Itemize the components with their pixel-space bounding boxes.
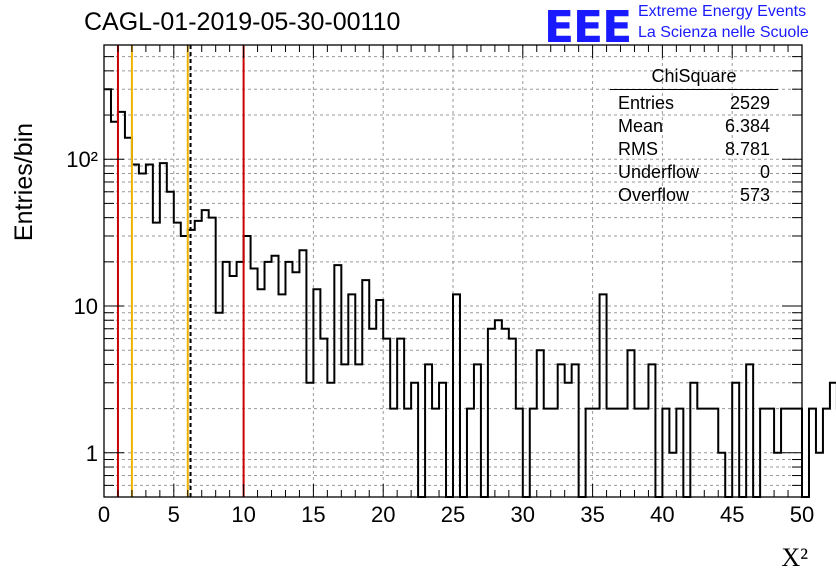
histogram-bin xyxy=(383,339,390,497)
histogram-bin xyxy=(146,165,153,497)
histogram-bin xyxy=(174,223,181,497)
histogram-outline xyxy=(104,88,836,498)
histogram-bin xyxy=(732,383,739,497)
stats-label: Overflow xyxy=(618,185,690,205)
histogram-bin xyxy=(411,383,418,497)
x-axis-label: X² xyxy=(781,543,808,572)
stats-value: 0 xyxy=(759,162,770,182)
axis-tick-labels: 0 5 10 15 20 25 30 35 40 45 50 1 10 10² xyxy=(66,147,814,527)
stats-row: Overflow 573 xyxy=(610,184,778,207)
histogram-bin xyxy=(139,173,146,497)
histogram-bin xyxy=(320,339,327,497)
histogram-bin xyxy=(181,236,188,497)
histogram-bin xyxy=(244,236,251,497)
stats-value: 573 xyxy=(739,185,770,205)
histogram-bin xyxy=(648,364,655,497)
histogram-bin xyxy=(132,165,139,497)
y-axis-label: Entries/bin xyxy=(10,123,38,241)
histogram-bin xyxy=(334,265,341,497)
histogram-bin xyxy=(690,383,697,497)
histogram-bin xyxy=(572,364,579,497)
histogram-bin xyxy=(746,364,753,497)
histogram-bin xyxy=(628,350,635,497)
histogram-bin xyxy=(397,339,404,497)
histogram-bin xyxy=(272,256,279,497)
x-tick-label: 50 xyxy=(790,502,814,527)
histogram-bin xyxy=(474,364,481,497)
histogram-bin xyxy=(306,383,313,497)
histogram-bars xyxy=(104,88,836,498)
stats-row: Entries 2529 xyxy=(610,92,778,115)
marker-lines xyxy=(116,45,245,497)
histogram-bin xyxy=(223,262,230,497)
stats-label: Mean xyxy=(618,116,664,136)
chart-title: CAGL-01-2019-05-30-00110 xyxy=(84,8,401,36)
histogram-bin xyxy=(341,364,348,497)
x-tick-label: 0 xyxy=(98,502,110,527)
y-tick-label: 10² xyxy=(66,147,98,172)
histogram-bin xyxy=(355,364,362,497)
histogram-bin xyxy=(565,383,572,497)
logo-caption-line2: La Scienza nelle Scuole xyxy=(638,24,809,41)
histogram-bin xyxy=(509,339,516,497)
x-tick-label: 25 xyxy=(441,502,465,527)
y-tick-label: 10 xyxy=(74,294,98,319)
histogram-bin xyxy=(104,89,111,497)
histogram-bin xyxy=(327,383,334,497)
x-tick-label: 40 xyxy=(650,502,674,527)
histogram-bin xyxy=(167,192,174,497)
histogram-bin xyxy=(439,383,446,497)
stats-title: ChiSquare xyxy=(610,66,778,90)
x-tick-label: 20 xyxy=(371,502,395,527)
histogram-bin xyxy=(230,276,237,497)
axis-ticks xyxy=(103,45,803,497)
x-tick-label: 30 xyxy=(511,502,535,527)
x-tick-label: 15 xyxy=(301,502,325,527)
histogram-bin xyxy=(285,262,292,497)
eee-logo: EEE xyxy=(544,2,632,53)
histogram-bin xyxy=(369,329,376,497)
histogram-bin xyxy=(160,163,167,497)
histogram-bin xyxy=(809,409,816,497)
x-tick-label: 45 xyxy=(720,502,744,527)
histogram-bin xyxy=(153,223,160,497)
histogram-bin xyxy=(265,262,272,497)
histogram-bin xyxy=(537,350,544,497)
histogram-bin xyxy=(111,122,118,497)
stats-label: Underflow xyxy=(618,162,700,182)
stats-label: Entries xyxy=(618,93,675,113)
stats-value: 2529 xyxy=(729,93,770,113)
histogram-bin xyxy=(558,364,565,497)
histogram-bin xyxy=(425,364,432,497)
stats-box: ChiSquare Entries 2529 Mean 6.384 RMS 8.… xyxy=(610,66,778,207)
histogram-bin xyxy=(209,218,216,497)
histogram-bin xyxy=(488,329,495,497)
histogram-bin xyxy=(237,262,244,497)
histogram-bin xyxy=(502,329,509,497)
logo-caption-line1: Extreme Energy Events xyxy=(638,3,807,20)
x-tick-label: 5 xyxy=(168,502,180,527)
histogram-bin xyxy=(216,313,223,497)
x-tick-label: 10 xyxy=(231,502,255,527)
x-tick-label: 35 xyxy=(580,502,604,527)
histogram-bin xyxy=(823,409,830,497)
stats-value: 6.384 xyxy=(724,116,770,136)
histogram-bin xyxy=(202,210,209,497)
y-tick-label: 1 xyxy=(86,441,98,466)
histogram-bin xyxy=(118,112,125,497)
stats-label: RMS xyxy=(618,139,658,159)
stats-value: 8.781 xyxy=(724,139,770,159)
stats-row: RMS 8.781 xyxy=(610,138,778,161)
stats-row: Mean 6.384 xyxy=(610,115,778,138)
histogram-bin xyxy=(816,453,823,497)
stats-row: Underflow 0 xyxy=(610,161,778,184)
